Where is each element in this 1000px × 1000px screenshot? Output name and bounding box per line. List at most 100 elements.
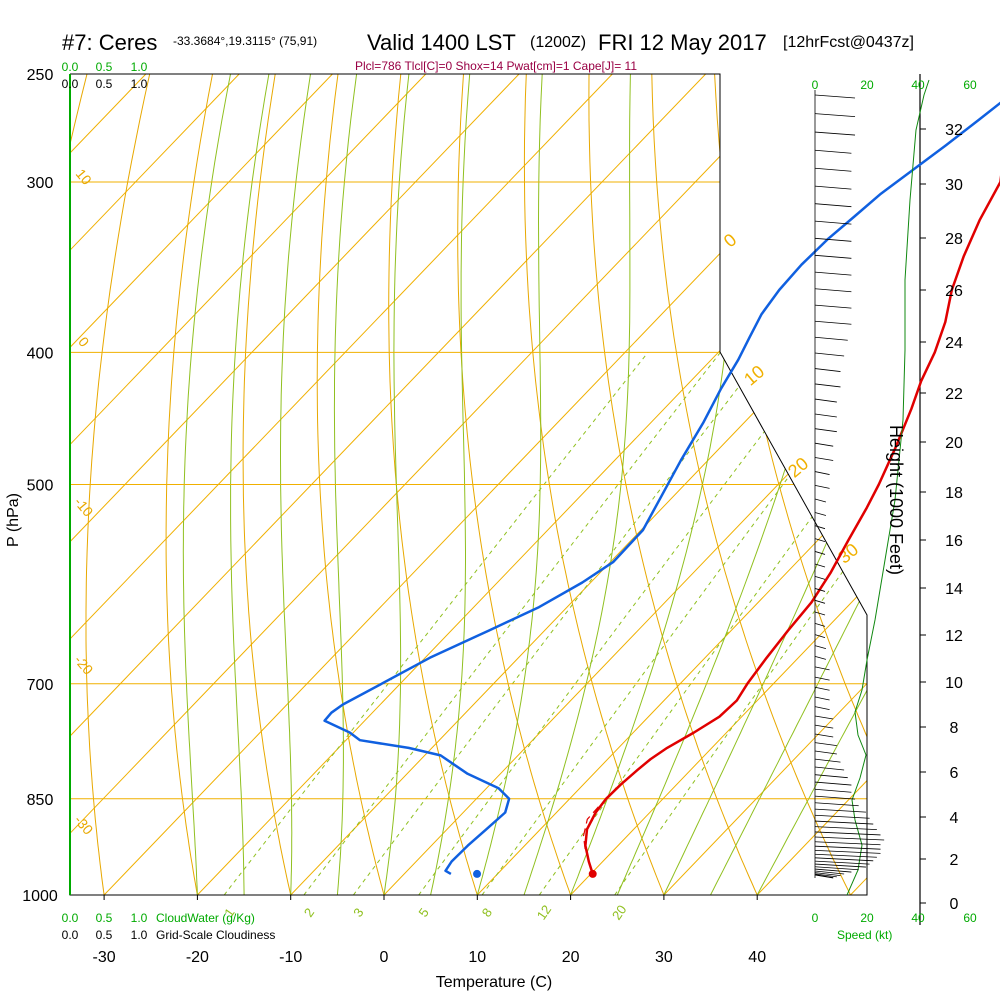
wind-barb bbox=[814, 575, 826, 580]
station-coords: -33.3684°,19.3115° (75,91) bbox=[173, 34, 317, 48]
wind-barb bbox=[814, 781, 852, 786]
cloudiness-tick-label: 0.0 bbox=[62, 77, 79, 91]
wind-barb bbox=[814, 457, 834, 461]
wind-barbs bbox=[814, 90, 885, 879]
height-tick-label: 10 bbox=[945, 675, 963, 692]
wind-barb bbox=[814, 849, 881, 854]
dry-adiabat-label: 0 bbox=[75, 334, 92, 350]
wind-barb bbox=[814, 185, 852, 190]
wind-barb bbox=[814, 220, 852, 225]
speed-tick-label: 0 bbox=[812, 78, 819, 92]
pressure-tick-label: 400 bbox=[27, 345, 54, 362]
dewpoint-profile bbox=[323, 101, 1000, 875]
wind-barb bbox=[814, 271, 852, 276]
wind-barb bbox=[814, 860, 870, 865]
isobar-lines bbox=[70, 73, 867, 896]
moist-adiabat-line bbox=[430, 74, 471, 895]
cloudiness-tick-label: 1.0 bbox=[131, 928, 148, 942]
valid-time: Valid 1400 LST bbox=[367, 30, 516, 55]
height-tick-label: 30 bbox=[945, 177, 963, 194]
wind-barb bbox=[814, 868, 852, 873]
isotherm-label: 0 bbox=[720, 230, 741, 252]
wind-barb bbox=[814, 696, 830, 701]
height-tick-label: 4 bbox=[950, 810, 959, 827]
height-tick-label: 22 bbox=[945, 386, 963, 403]
isotherm-line bbox=[70, 74, 240, 895]
height-trace bbox=[846, 79, 930, 896]
mixing-ratio-label: 5 bbox=[415, 905, 431, 920]
temperature-profile bbox=[584, 175, 1000, 875]
wind-barb bbox=[814, 471, 830, 475]
x-tick-label: 0 bbox=[380, 949, 389, 966]
wind-barb bbox=[814, 766, 845, 771]
mixing-ratio-line bbox=[352, 351, 766, 895]
axes: -30 -20 -10 0 10 20 30 402503004005007008501000… bbox=[22, 60, 977, 966]
x-tick-label: 30 bbox=[655, 949, 673, 966]
wind-barb bbox=[814, 94, 856, 99]
moist-adiabat-line bbox=[182, 74, 231, 895]
wind-barb bbox=[814, 113, 856, 118]
wind-barb bbox=[814, 724, 834, 729]
wind-barb bbox=[814, 413, 837, 418]
wind-barb bbox=[814, 131, 856, 136]
moist-adiabat-line bbox=[230, 74, 270, 895]
x-tick-label: -20 bbox=[186, 949, 209, 966]
dry-adiabat-label: -10 bbox=[71, 494, 96, 520]
cloudiness-tick-label: 0.0 bbox=[62, 928, 79, 942]
surface-temperature-marker bbox=[588, 869, 597, 878]
mixing-ratio-line bbox=[223, 351, 649, 895]
wind-barb bbox=[814, 853, 877, 858]
height-tick-label: 28 bbox=[945, 231, 963, 248]
wind-barb bbox=[814, 820, 874, 825]
wind-barb bbox=[814, 525, 826, 530]
wind-barb bbox=[814, 167, 852, 172]
wind-barb bbox=[814, 872, 841, 877]
moist-adiabat-line bbox=[476, 74, 543, 895]
wind-barb bbox=[814, 237, 852, 242]
speed-tick-label: 40 bbox=[911, 78, 925, 92]
wind-barb bbox=[814, 634, 826, 639]
mixing-ratio-label: 8 bbox=[479, 905, 495, 920]
cloudiness-tick-label: 1.0 bbox=[131, 77, 148, 91]
dry-adiabat-line bbox=[713, 74, 867, 895]
moist-adiabat-line bbox=[383, 74, 410, 895]
isotherm-line bbox=[476, 74, 867, 895]
height-tick-label: 18 bbox=[945, 485, 963, 502]
stability-indices: Plcl=786 Tlcl[C]=0 Shox=14 Pwat[cm]=1 Ca… bbox=[355, 59, 637, 73]
dry-adiabat-line bbox=[388, 74, 488, 895]
moist-adiabat-line bbox=[663, 74, 867, 895]
height-tick-label: 32 bbox=[945, 122, 963, 139]
pressure-tick-label: 300 bbox=[27, 175, 54, 192]
dry-adiabat-label: -30 bbox=[71, 812, 96, 838]
wind-barb bbox=[814, 845, 881, 850]
wind-barb bbox=[814, 645, 827, 649]
cloudwater-tick-label: 0.5 bbox=[96, 911, 113, 925]
wind-barb bbox=[814, 836, 885, 841]
height-tick-label: 12 bbox=[945, 628, 963, 645]
dry-adiabat-label: 10 bbox=[73, 166, 95, 188]
profile-traces bbox=[323, 79, 1000, 896]
height-tick-label: 0 bbox=[950, 896, 959, 913]
forecast-date: FRI 12 May 2017 bbox=[598, 30, 767, 55]
wind-barb bbox=[814, 715, 834, 720]
moist-adiabat-line bbox=[756, 74, 867, 895]
moist-adiabat-lines bbox=[182, 74, 867, 895]
wind-barb bbox=[814, 733, 834, 738]
wind-barb bbox=[814, 758, 841, 763]
wind-barb bbox=[814, 398, 837, 403]
moist-adiabat-line bbox=[280, 74, 311, 895]
cloudwater-tick-label: 0.0 bbox=[62, 911, 79, 925]
height-tick-label: 8 bbox=[950, 720, 959, 737]
cloudiness-label: Grid-Scale Cloudiness bbox=[156, 928, 275, 942]
moist-adiabat-line bbox=[333, 74, 358, 895]
x-tick-label: -30 bbox=[93, 949, 116, 966]
y-axis-title: P (hPa) bbox=[5, 493, 22, 547]
dry-adiabat-line bbox=[837, 74, 867, 895]
speed-tick-label: 60 bbox=[963, 911, 977, 925]
cloudwater-tick-label: 1.0 bbox=[131, 911, 148, 925]
dry-adiabat-line bbox=[242, 74, 298, 895]
height-tick-label: 14 bbox=[945, 581, 963, 598]
surface-dewpoint-marker bbox=[473, 869, 482, 878]
dry-adiabat-line bbox=[588, 74, 771, 895]
dry-adiabat-line bbox=[316, 74, 393, 895]
